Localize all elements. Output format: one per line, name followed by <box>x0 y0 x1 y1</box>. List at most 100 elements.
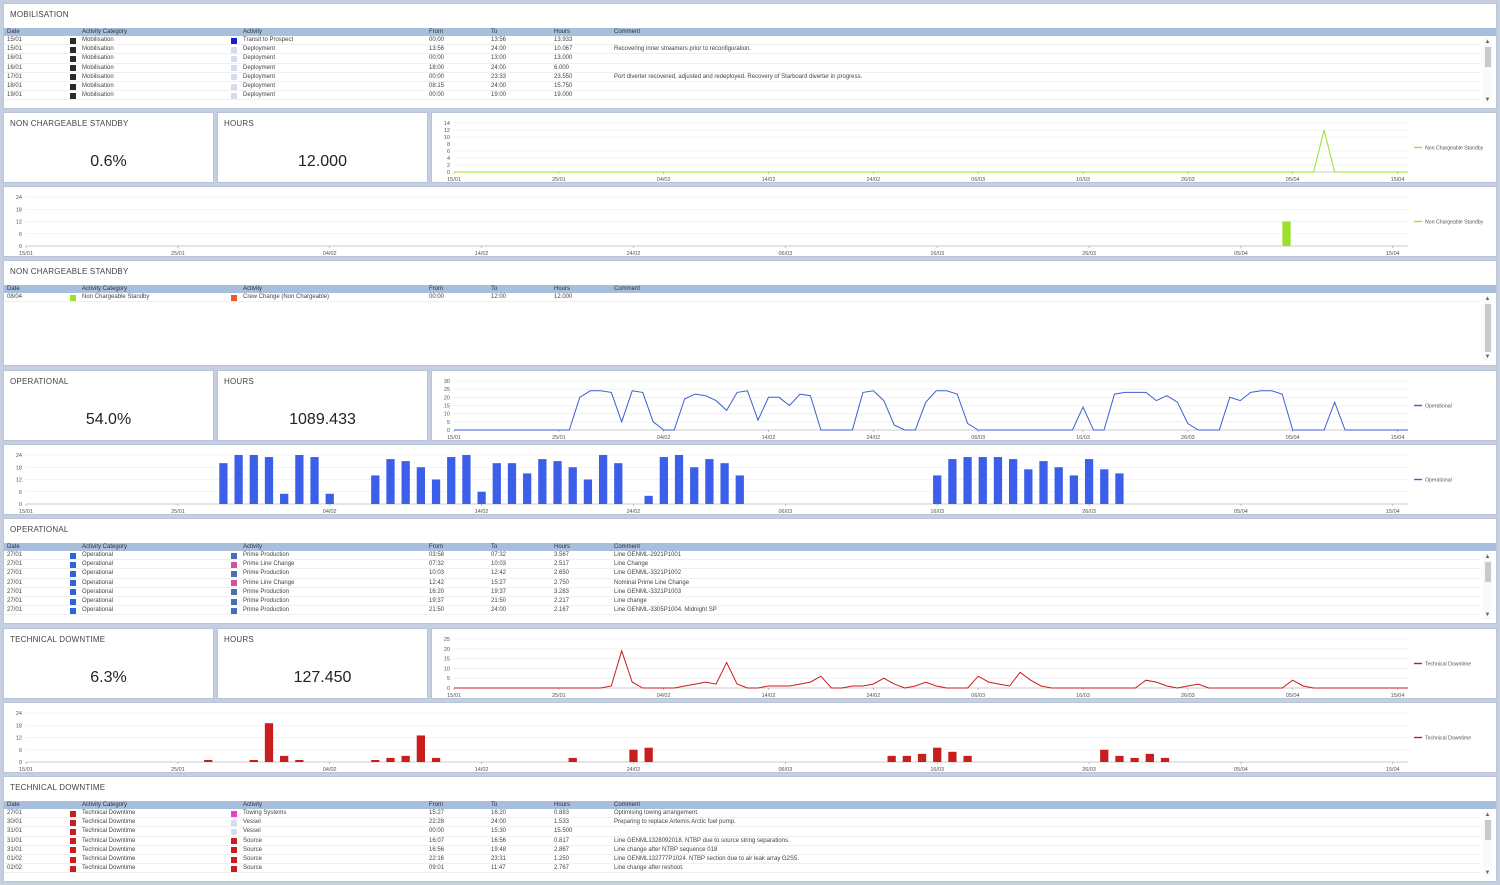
table-row[interactable]: 27/01 Operational Prime Line Change 07:32 10… <box>4 560 1480 570</box>
scroll-down-icon[interactable]: ▼ <box>1484 870 1491 876</box>
scroll-thumb[interactable] <box>1485 47 1491 67</box>
column-header[interactable]: Hours <box>554 544 571 550</box>
activity-color-swatch <box>231 865 237 872</box>
table-row[interactable]: 15/01 Mobilisation Deployment 13:56 24:00 10.… <box>4 45 1480 55</box>
activity-color-swatch <box>231 580 237 587</box>
scroll-up-icon[interactable]: ▲ <box>1484 554 1491 560</box>
column-header[interactable]: From <box>429 286 443 292</box>
column-header[interactable]: Activity Category <box>82 802 128 808</box>
table-row[interactable]: 31/01 Technical Downtime Source 16:56 19:48 2… <box>4 846 1480 855</box>
column-header[interactable]: Comment <box>614 29 641 35</box>
scroll-down-icon[interactable]: ▼ <box>1484 97 1491 103</box>
column-header[interactable]: Activity Category <box>82 544 128 550</box>
table-row[interactable]: 31/01 Technical Downtime Source 16:07 16:56 0… <box>4 837 1480 846</box>
column-header[interactable]: To <box>491 544 498 550</box>
table-scrollbar[interactable]: ▲ ▼ <box>1483 38 1492 104</box>
column-header[interactable]: From <box>429 544 443 550</box>
kpi-hours-title: HOURS <box>224 377 254 386</box>
column-header[interactable]: Activity <box>243 286 263 292</box>
scroll-up-icon[interactable]: ▲ <box>1484 812 1491 818</box>
op-table: Date Activity Category Activity From To Hours… <box>4 543 1496 623</box>
category-color-swatch <box>70 828 76 835</box>
table-cell: Vessel <box>243 819 261 826</box>
x-tick-label: 14/02 <box>475 509 489 515</box>
column-header[interactable]: Hours <box>554 286 571 292</box>
column-header[interactable]: From <box>429 29 443 35</box>
column-header[interactable]: Date <box>7 29 20 35</box>
table-header: Date Activity Category Activity From To Hours… <box>4 543 1496 551</box>
column-header[interactable]: Date <box>7 544 20 550</box>
table-row[interactable]: 27/01 Operational Prime Production 21:50 24:… <box>4 606 1480 616</box>
bar <box>614 463 623 504</box>
table-cell: Technical Downtime <box>82 865 136 872</box>
table-row[interactable]: 19/01 Mobilisation Deployment 00:00 19:00 19.… <box>4 91 1480 101</box>
y-tick-label: 0 <box>19 760 22 766</box>
table-cell: 11:47 <box>491 865 506 872</box>
y-tick-label: 0 <box>447 428 450 434</box>
column-header[interactable]: Activity <box>243 29 263 35</box>
table-scrollbar[interactable]: ▲ ▼ <box>1483 811 1492 877</box>
scroll-thumb[interactable] <box>1485 820 1491 840</box>
column-header[interactable]: To <box>491 29 498 35</box>
column-header[interactable]: Comment <box>614 544 641 550</box>
column-header[interactable]: To <box>491 286 498 292</box>
column-header[interactable]: Date <box>7 802 20 808</box>
table-cell: 07:32 <box>429 561 445 568</box>
table-row[interactable]: 27/01 Technical Downtime Towing Systems 15:… <box>4 809 1480 819</box>
table-row[interactable]: 18/01 Mobilisation Deployment 08:15 24:00 15.… <box>4 82 1480 92</box>
column-header[interactable]: Activity Category <box>82 286 128 292</box>
table-row[interactable]: 15/01 Mobilisation Transit to Prospect 00:0… <box>4 36 1480 46</box>
table-row[interactable]: 27/01 Operational Prime Production 19:37 21:… <box>4 597 1480 607</box>
legend-label: Technical Downtime <box>1425 736 1471 742</box>
table-cell: 31/01 <box>7 828 23 835</box>
table-cell: 15:30 <box>491 828 507 835</box>
scroll-thumb[interactable] <box>1485 304 1491 352</box>
table-cell: 13.933 <box>554 37 573 43</box>
scroll-up-icon[interactable]: ▲ <box>1484 296 1491 302</box>
column-header[interactable]: Date <box>7 286 20 292</box>
column-header[interactable]: To <box>491 802 498 808</box>
scroll-down-icon[interactable]: ▼ <box>1484 612 1491 618</box>
column-header[interactable]: Activity Category <box>82 29 128 35</box>
bar <box>280 493 289 504</box>
category-color-swatch <box>70 74 76 81</box>
table-row[interactable]: 27/01 Operational Prime Production 03:58 07:… <box>4 551 1480 561</box>
table-row[interactable]: 01/02 Technical Downtime Source 22:16 23:31 1… <box>4 855 1480 865</box>
table-cell: 23:31 <box>491 855 507 862</box>
table-row[interactable]: 31/01 Technical Downtime Vessel 00:00 15:30 1… <box>4 827 1480 837</box>
column-header[interactable]: Hours <box>554 29 571 35</box>
scroll-thumb[interactable] <box>1485 562 1491 582</box>
table-scrollbar[interactable]: ▲ ▼ <box>1483 553 1492 619</box>
column-header[interactable]: Activity <box>243 544 263 550</box>
table-row[interactable]: 08/04 Non Chargeable Standby Crew Change (… <box>4 293 1480 303</box>
table-cell: 2.750 <box>554 579 570 586</box>
table-row[interactable]: 30/01 Technical Downtime Vessel 22:28 24:00 1… <box>4 818 1480 828</box>
table-row[interactable]: 16/01 Mobilisation Deployment 00:00 13:00 13.… <box>4 54 1480 64</box>
table-row[interactable]: 17/01 Mobilisation Deployment 00:00 23:33 23.… <box>4 73 1480 82</box>
column-header[interactable]: Hours <box>554 802 571 808</box>
bar <box>401 461 410 504</box>
table-row[interactable]: 16/01 Mobilisation Deployment 18:00 24:00 6.0… <box>4 64 1480 73</box>
table-row[interactable]: 02/02 Technical Downtime Source 09:01 11:47 2… <box>4 864 1480 874</box>
table-cell: 09:01 <box>429 865 445 872</box>
activity-color-swatch <box>231 598 237 605</box>
table-row[interactable]: 27/01 Operational Prime Production 10:03 12:… <box>4 569 1480 579</box>
column-header[interactable]: From <box>429 802 443 808</box>
table-cell: 08/04 <box>7 294 23 300</box>
table-cell: Prime Production <box>243 588 290 595</box>
bar <box>644 495 653 504</box>
series-line <box>454 390 1408 431</box>
column-header[interactable]: Comment <box>614 802 641 808</box>
table-row[interactable]: 27/01 Operational Prime Line Change 12:42 15… <box>4 579 1480 588</box>
table-row[interactable]: 27/01 Operational Prime Production 16:20 19:… <box>4 588 1480 597</box>
bar <box>887 755 896 762</box>
table-scrollbar[interactable]: ▲ ▼ <box>1483 295 1492 361</box>
ncs-line-chart-panel: 0 2 4 6 8 10 12 14 15/01 25/01 04/02 14/02 24/02 06/0… <box>431 112 1497 183</box>
column-header[interactable]: Activity <box>243 802 263 808</box>
column-header[interactable]: Comment <box>614 286 641 292</box>
x-tick-label: 04/02 <box>657 693 671 699</box>
scroll-up-icon[interactable]: ▲ <box>1484 39 1491 45</box>
table-cell: Prime Production <box>243 570 290 577</box>
scroll-down-icon[interactable]: ▼ <box>1484 354 1491 360</box>
